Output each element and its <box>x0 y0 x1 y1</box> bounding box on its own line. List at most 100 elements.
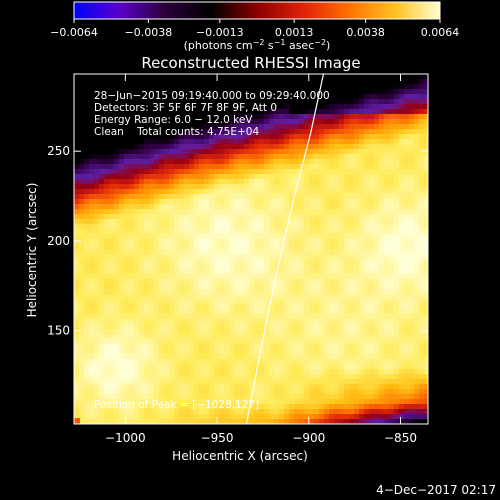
heatmap-cell <box>379 184 385 190</box>
heatmap-cell <box>329 364 335 370</box>
heatmap-cell <box>284 404 290 410</box>
heatmap-cell <box>169 184 175 190</box>
heatmap-cell <box>354 359 360 365</box>
heatmap-cell <box>194 239 200 245</box>
heatmap-cell <box>119 104 125 110</box>
heatmap-cell <box>354 134 360 140</box>
heatmap-cell <box>254 259 260 265</box>
heatmap-cell <box>219 349 225 355</box>
heatmap-cell <box>409 99 415 105</box>
heatmap-cell <box>214 179 220 185</box>
heatmap-cell <box>164 274 170 280</box>
heatmap-cell <box>159 194 165 200</box>
heatmap-cell <box>284 149 290 155</box>
heatmap-cell <box>424 274 428 280</box>
heatmap-cell <box>269 84 275 90</box>
heatmap-cell <box>259 389 265 395</box>
heatmap-cell <box>114 104 120 110</box>
heatmap-cell <box>259 134 265 140</box>
heatmap-cell <box>374 279 380 285</box>
heatmap-cell <box>204 359 210 365</box>
heatmap-cell <box>89 219 95 225</box>
heatmap-cell <box>139 234 145 240</box>
heatmap-cell <box>369 239 375 245</box>
heatmap-cell <box>94 249 100 255</box>
heatmap-cell <box>334 264 340 270</box>
heatmap-cell <box>239 289 245 295</box>
heatmap-cell <box>214 144 220 150</box>
heatmap-cell <box>339 144 345 150</box>
heatmap-cell <box>349 349 355 355</box>
heatmap-cell <box>114 84 120 90</box>
heatmap-cell <box>219 119 225 125</box>
heatmap-cell <box>234 84 240 90</box>
heatmap-cell <box>344 404 350 410</box>
heatmap-cell <box>219 324 225 330</box>
heatmap-cell <box>259 159 265 165</box>
heatmap-cell <box>399 419 405 424</box>
heatmap-cell <box>394 199 400 205</box>
heatmap-cell <box>164 394 170 400</box>
heatmap-cell <box>279 99 285 105</box>
heatmap-cell <box>284 304 290 310</box>
heatmap-cell <box>329 174 335 180</box>
heatmap-cell <box>289 109 295 115</box>
heatmap-cell <box>319 204 325 210</box>
heatmap-cell <box>249 199 255 205</box>
heatmap-cell <box>184 354 190 360</box>
heatmap-cell <box>159 229 165 235</box>
heatmap-cell <box>249 264 255 270</box>
heatmap-cell <box>119 369 125 375</box>
heatmap-cell <box>229 359 235 365</box>
heatmap-cell <box>269 94 275 100</box>
heatmap-cell <box>134 134 140 140</box>
heatmap-cell <box>334 139 340 145</box>
heatmap-cell <box>379 134 385 140</box>
heatmap-cell <box>134 204 140 210</box>
heatmap-cell <box>354 344 360 350</box>
heatmap-cell <box>214 264 220 270</box>
heatmap-cell <box>334 419 340 424</box>
heatmap-cell <box>94 189 100 195</box>
heatmap-cell <box>94 239 100 245</box>
heatmap-cell <box>274 219 280 225</box>
heatmap-cell <box>394 399 400 405</box>
heatmap-cell <box>119 254 125 260</box>
heatmap-cell <box>274 259 280 265</box>
heatmap-cell <box>74 369 80 375</box>
heatmap-cell <box>314 314 320 320</box>
heatmap-cell <box>354 329 360 335</box>
heatmap-cell <box>384 219 390 225</box>
heatmap-cell <box>219 294 225 300</box>
heatmap-cell <box>149 74 155 80</box>
heatmap-cell <box>219 364 225 370</box>
heatmap-cell <box>409 354 415 360</box>
heatmap-cell <box>124 204 130 210</box>
heatmap-cell <box>259 154 265 160</box>
heatmap-cell <box>209 324 215 330</box>
heatmap-cell <box>294 384 300 390</box>
heatmap-cell <box>234 139 240 145</box>
heatmap-cell <box>419 149 425 155</box>
heatmap-cell <box>89 264 95 270</box>
heatmap-cell <box>154 274 160 280</box>
heatmap-cell <box>189 144 195 150</box>
heatmap-cell <box>399 94 405 100</box>
heatmap-cell <box>374 244 380 250</box>
heatmap-cell <box>149 214 155 220</box>
heatmap-cell <box>114 309 120 315</box>
heatmap-cell <box>234 294 240 300</box>
heatmap-cell <box>114 109 120 115</box>
heatmap-cell <box>149 304 155 310</box>
heatmap-cell <box>209 269 215 275</box>
heatmap-cell <box>149 354 155 360</box>
heatmap-cell <box>264 74 270 80</box>
heatmap-cell <box>384 199 390 205</box>
heatmap-cell <box>294 264 300 270</box>
heatmap-cell <box>259 189 265 195</box>
heatmap-cell <box>389 239 395 245</box>
heatmap-cell <box>249 139 255 145</box>
heatmap-cell <box>364 389 370 395</box>
heatmap-cell <box>244 319 250 325</box>
heatmap-cell <box>404 154 410 160</box>
